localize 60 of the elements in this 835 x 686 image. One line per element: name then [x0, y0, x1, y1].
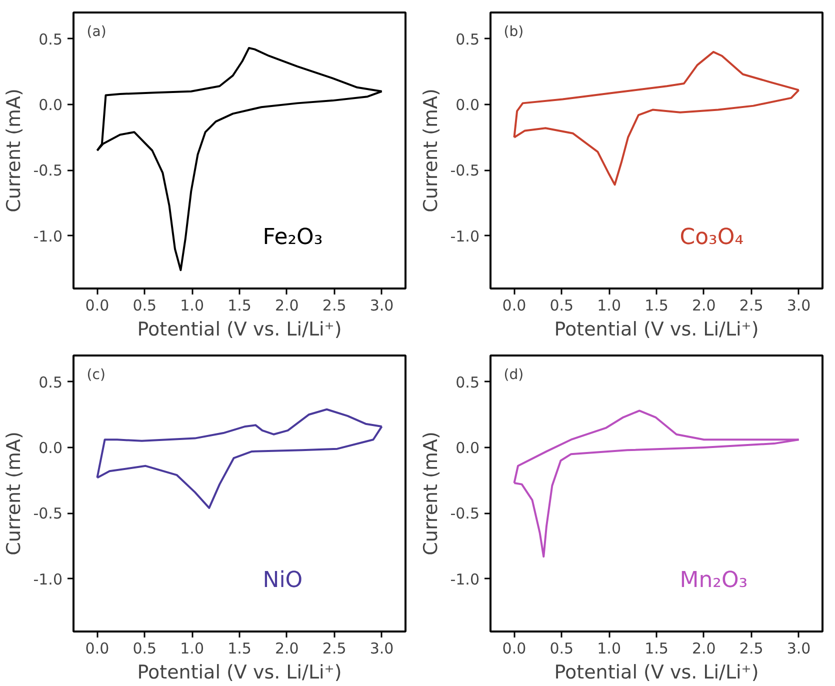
y-axis-title: Current (mA)	[3, 88, 26, 212]
x-tick-label: 3.0	[786, 296, 811, 314]
y-tick-label: 0.0	[456, 96, 480, 114]
y-tick-label: -1.0	[33, 227, 63, 246]
x-tick-label: 2.5	[739, 296, 764, 314]
y-tick-label: -1.0	[33, 570, 63, 588]
annotation: (a)	[86, 24, 106, 40]
y-tick-label: 0.0	[38, 96, 63, 114]
x-tick-label: 1.5	[228, 296, 252, 314]
x-axis-title: Potential (V vs. Li/Li⁺)	[554, 318, 759, 340]
y-tick-label: 0.0	[38, 439, 63, 457]
x-tick-label: 1.0	[180, 296, 204, 314]
x-tick-label: 2.0	[692, 640, 716, 658]
x-tick-label: 1.5	[644, 296, 668, 314]
annotation: (d)	[504, 367, 524, 384]
x-tick-label: 2.0	[275, 296, 299, 314]
y-axis-title: Current (mA)	[420, 432, 442, 556]
y-tick-label: -0.5	[33, 162, 63, 180]
x-axis-title: Potential (V vs. Li/Li⁺)	[137, 662, 342, 684]
y-tick-label: 0.5	[38, 373, 63, 392]
y-tick-label: -0.5	[33, 504, 63, 523]
y-axis-title: Current (mA)	[420, 88, 442, 212]
x-tick-label: 3.0	[370, 640, 394, 658]
y-tick-label: 0.5	[38, 30, 63, 48]
x-tick-label: 0.0	[502, 296, 526, 314]
annotation: (b)	[504, 24, 524, 40]
text: NiO	[262, 568, 303, 593]
x-tick-label: 2.5	[739, 640, 764, 658]
x-tick-label: 2.5	[322, 296, 346, 314]
y-tick-label: -0.5	[450, 162, 480, 180]
text: Mn₂O₃	[680, 568, 748, 593]
x-tick-label: 0.0	[502, 640, 526, 658]
x-tick-label: 2.0	[275, 640, 299, 658]
x-tick-label: 0.0	[85, 296, 110, 314]
x-axis-title: Potential (V vs. Li/Li⁺)	[137, 318, 342, 340]
x-tick-label: 0.5	[550, 296, 574, 314]
y-tick-label: -1.0	[450, 227, 480, 246]
y-tick-label: 0.5	[456, 30, 480, 48]
y-tick-label: -0.5	[450, 504, 480, 523]
x-tick-label: 3.0	[786, 640, 811, 658]
x-tick-label: 1.0	[597, 296, 622, 314]
x-tick-label: 0.5	[132, 296, 157, 314]
x-tick-label: 1.5	[228, 640, 252, 658]
text: Co₃O₄	[680, 224, 744, 250]
annotation: (c)	[86, 367, 106, 384]
x-tick-label: 0.5	[132, 640, 157, 658]
y-axis-title: Current (mA)	[3, 432, 26, 556]
x-tick-label: 2.0	[692, 296, 716, 314]
x-tick-label: 3.0	[370, 296, 394, 314]
y-tick-label: 0.5	[456, 373, 480, 392]
x-tick-label: 1.0	[597, 640, 622, 658]
x-axis-title: Potential (V vs. Li/Li⁺)	[554, 662, 759, 684]
y-tick-label: 0.0	[456, 439, 480, 457]
text: Fe₂O₃	[262, 224, 323, 250]
x-tick-label: 0.0	[85, 640, 110, 658]
x-tick-label: 0.5	[550, 640, 574, 658]
y-tick-label: -1.0	[450, 570, 480, 588]
x-tick-label: 1.0	[180, 640, 204, 658]
x-tick-label: 2.5	[322, 640, 346, 658]
x-tick-label: 1.5	[644, 640, 668, 658]
